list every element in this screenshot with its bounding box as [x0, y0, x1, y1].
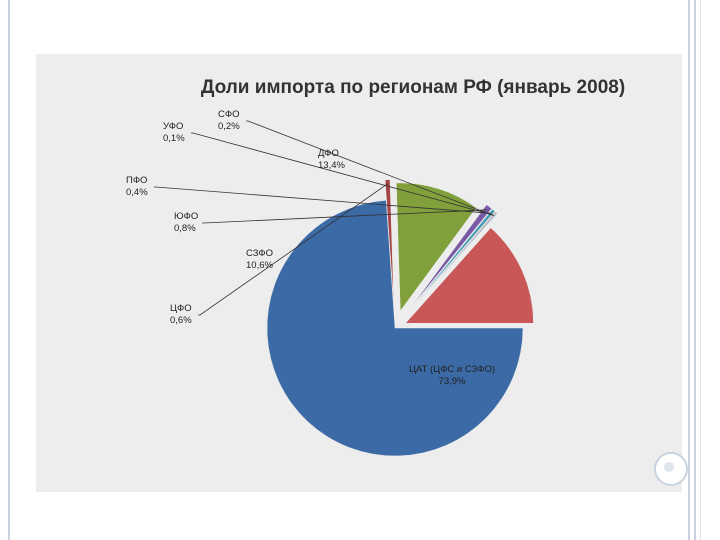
slice-label-2: ЦФО	[170, 303, 192, 314]
leader-line-6	[191, 132, 493, 216]
pie-slice-5	[411, 208, 496, 309]
pie-slice-3	[396, 182, 477, 312]
slice-label-8: ДФО	[318, 148, 339, 159]
slice-value-8: 13,4%	[318, 160, 345, 171]
leader-line-5	[154, 186, 492, 214]
slice-label-3: СЗФО	[246, 248, 273, 259]
right-border-line	[694, 0, 696, 540]
pie-slice-8	[404, 227, 534, 324]
left-border-line	[8, 0, 10, 540]
slice-value-3: 10,6%	[246, 260, 273, 271]
slice-value-2: 0,6%	[170, 315, 192, 326]
slice-value-7: 0,2%	[218, 121, 240, 132]
slice-value-6: 0,1%	[163, 133, 185, 144]
right-border-line	[700, 0, 701, 540]
leader-line-2	[198, 183, 388, 316]
slice-label-4: ЮФО	[174, 211, 198, 222]
right-border-line	[688, 0, 690, 540]
leader-line-7	[246, 120, 495, 217]
decorative-dot	[664, 462, 674, 472]
slice-label-1: ЦАТ (ЦФС и СЗФО)	[409, 364, 495, 375]
slice-label-7: СФО	[218, 109, 239, 120]
slice-value-4: 0,8%	[174, 223, 196, 234]
slice-label-5: ПФО	[126, 175, 147, 186]
pie-slice-7	[411, 211, 498, 309]
slice-label-6: УФО	[163, 121, 183, 132]
slice-value-1: 73,9%	[439, 376, 466, 387]
pie-slice-4	[410, 204, 493, 308]
leader-line-4	[202, 209, 487, 224]
pie-slice-2	[384, 179, 395, 308]
slice-value-5: 0,4%	[126, 187, 148, 198]
pie-slice-1	[266, 200, 524, 457]
chart-title: Доли импорта по регионам РФ (январь 2008…	[201, 77, 625, 98]
